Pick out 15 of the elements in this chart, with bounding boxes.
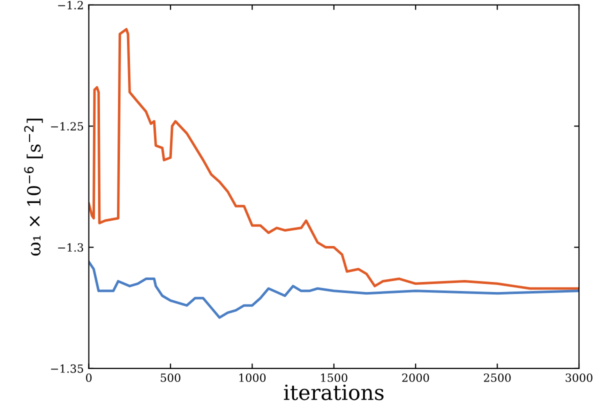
x-tick-label: 1500 — [321, 374, 348, 382]
y-axis-title: ω₁ × 10$^{−6}$ [s$^{−2}$] — [24, 118, 43, 256]
y-tick-label: −1.2 — [58, 0, 83, 10]
x-tick-label: 500 — [160, 374, 180, 382]
x-tick-label: 2500 — [484, 374, 511, 382]
line-series — [88, 260, 579, 319]
y-tick-label: −1.25 — [51, 122, 84, 131]
x-tick-label: 1000 — [239, 374, 266, 382]
line-series — [88, 28, 579, 290]
y-tick-label: −1.3 — [58, 243, 84, 252]
x-tick-label: 0 — [86, 374, 92, 382]
x-tick-label: 3000 — [566, 374, 592, 382]
x-axis-title: iterations — [284, 384, 384, 400]
y-tick-label: −1.35 — [51, 364, 84, 373]
x-tick-label: 2000 — [402, 374, 429, 382]
